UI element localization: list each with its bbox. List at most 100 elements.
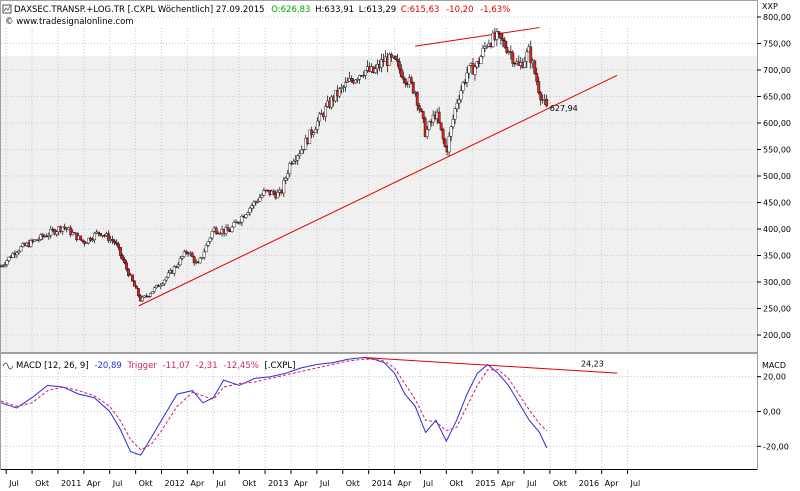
candle-body [495,31,499,40]
candle-body [258,197,262,202]
candle-body [533,60,537,74]
candle-body [284,177,288,181]
x-tick-label: Okt [346,479,360,488]
candle-body [447,136,451,153]
x-tick-label: 2015 [475,479,495,488]
candle-body [208,237,212,242]
candle-body [150,291,154,294]
price-header: DAXSEC.TRANSP.+LOG.TR [.CXPL Wöchentlich… [2,2,778,27]
candle-body [419,108,423,112]
candle-body [344,82,347,88]
candle-body [427,121,431,130]
candle-body [397,61,401,70]
candle-body [260,194,264,198]
x-tick-label: Okt [242,479,256,488]
instrument-label: DAXSEC.TRANSP.+LOG.TR [.CXPL Wöchentlich… [14,5,265,15]
price-tick-label: 550,00 [763,145,791,154]
candle-body [310,129,314,135]
price-tick-label: 350,00 [763,252,791,261]
macd-trendline [363,356,618,374]
candle-body [342,86,345,88]
candle-body [11,253,15,258]
copyright-text: © www.tradesignalonline.com [5,17,134,27]
macd-tick-label: -20,00 [763,442,789,451]
macd-label: MACD [12, 26, 9] [16,361,89,371]
candle-body [230,226,234,232]
candle-body [425,129,429,137]
candle-body [121,255,124,260]
candle-body [358,75,361,80]
candle-body [198,257,202,264]
candle-body [79,235,83,241]
candle-body [127,268,130,277]
candle-body [29,240,33,247]
candle-body [123,259,126,263]
candle-body [3,264,7,266]
candle-body [451,118,455,128]
candle-body [457,99,461,104]
candle-body [324,106,328,118]
price-tick-label: 250,00 [763,305,791,314]
change-pct: -1,63% [480,5,510,15]
price-tick-label: 200,00 [763,331,791,340]
x-tick-label: Apr [398,479,413,488]
x-tick-label: Okt [139,479,153,488]
trigger-value: -11,07 [163,361,190,371]
x-tick-label: Jul [422,479,433,488]
trigger-line [0,358,548,451]
macd-annotation: 24,23 [581,359,604,368]
candle-body [125,262,128,270]
candle-body [511,52,515,64]
candle-body [210,231,214,239]
x-tick-label: Okt [449,479,463,488]
candle-body [300,149,304,154]
price-grid [1,16,757,352]
candle-body [475,61,479,68]
candle-body [443,138,447,148]
candle-body [200,257,204,259]
candle-body [272,190,276,194]
change-value: -10,20 [446,5,473,15]
candle-body [421,111,425,119]
price-axis-unit: XXP [762,2,778,11]
candle-body [374,68,377,73]
candle-body [362,75,365,77]
candle-body [330,96,334,108]
candle-body [164,276,168,281]
candle-body [160,283,164,286]
candle-body [107,233,110,241]
candle-body [286,173,290,179]
x-tick-label: Okt [35,479,49,488]
candle-body [539,92,543,101]
macd-diff: -2,31 [196,361,218,371]
candle-body [455,102,459,109]
candle-body [83,241,87,244]
candle-body [399,68,403,77]
price-candles [0,27,549,303]
x-tick-label: Apr [87,479,102,488]
candle-body [535,73,539,82]
candle-body [180,256,184,259]
candle-body [503,40,507,48]
x-tick-label: 2013 [268,479,288,488]
price-y-axis: 200,00 250,00 300,00 350,00 400,00 450,00 500,… [757,13,791,340]
price-tick-label: 400,00 [763,225,791,234]
candle-body [262,190,266,196]
candle-body [256,201,260,203]
candle-body [37,239,41,241]
candle-body [91,239,95,241]
candle-body [244,214,248,218]
macd-value: -20,89 [94,361,121,371]
price-tick-label: 300,00 [763,278,791,287]
candle-body [115,242,118,245]
candle-body [545,99,549,107]
macd-symbol: [.CXPL] [265,361,296,371]
candle-body [453,108,457,120]
candle-body [214,227,218,234]
candle-body [296,155,300,161]
candle-body [172,266,176,274]
candle-body [465,72,469,83]
candle-body [338,88,341,97]
macd-y-axis: -20,00 0,00 20,00 [757,373,789,451]
candle-body [113,240,116,243]
